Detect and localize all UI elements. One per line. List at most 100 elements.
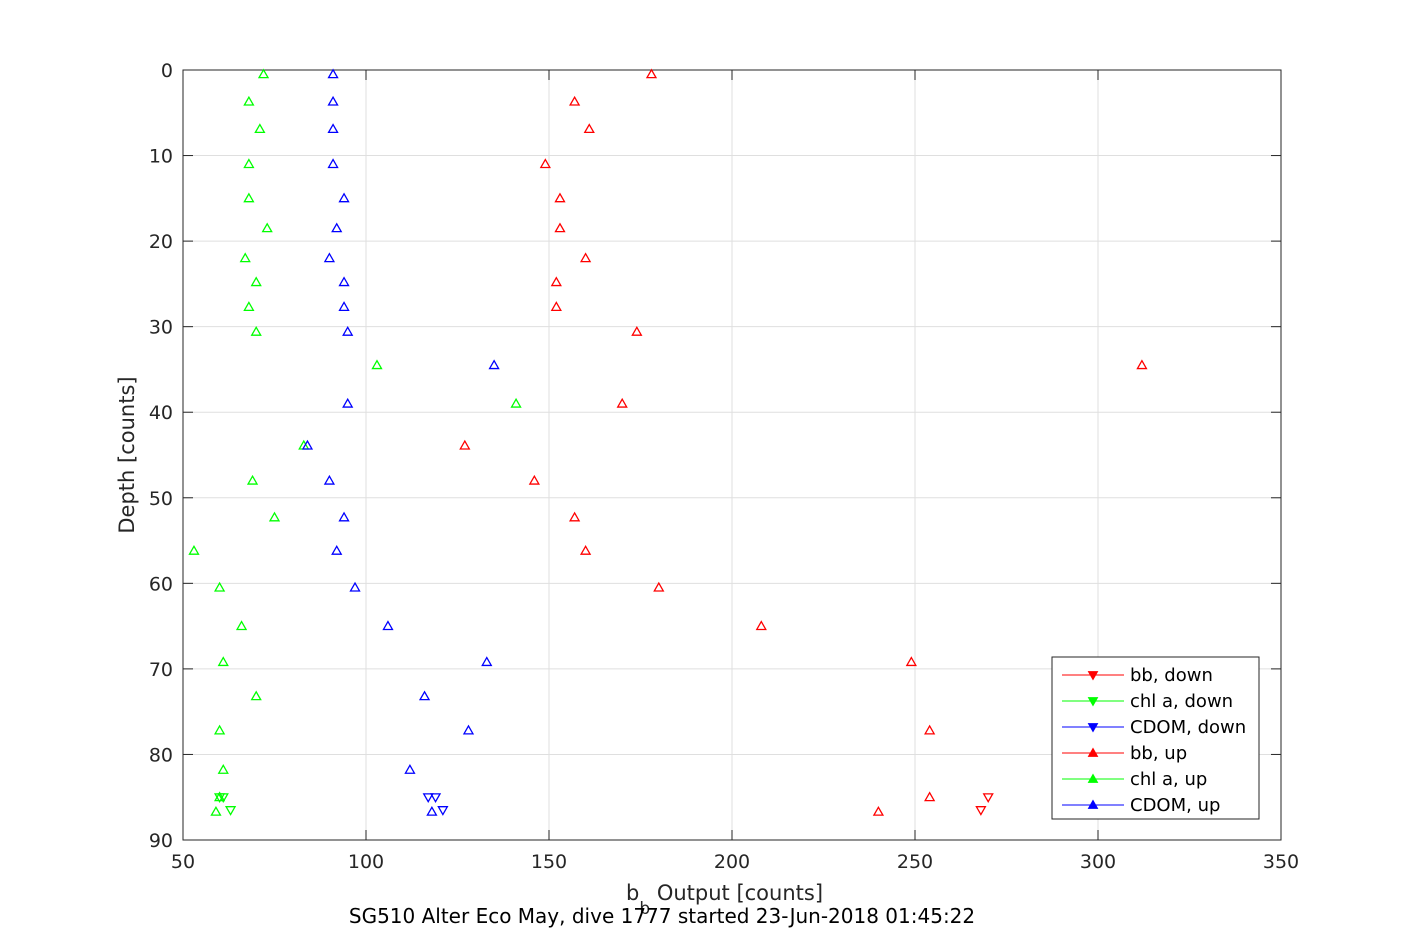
data-point	[257, 68, 270, 79]
data-point	[975, 806, 987, 816]
data-point	[579, 545, 592, 555]
data-point	[327, 68, 339, 79]
data-point	[342, 325, 354, 336]
data-point	[331, 545, 343, 555]
data-point	[188, 545, 200, 555]
data-point	[872, 805, 885, 816]
legend-entry: chl a, down	[1130, 691, 1233, 712]
data-point	[755, 620, 767, 631]
data-markers	[188, 68, 1148, 816]
data-point	[210, 805, 222, 816]
legend-marker	[1087, 747, 1099, 757]
data-point	[224, 806, 237, 816]
data-point	[246, 474, 259, 485]
data-point	[254, 123, 266, 134]
data-point	[382, 620, 394, 631]
data-point	[213, 581, 226, 592]
data-point	[323, 474, 336, 485]
y-tick-label: 70	[149, 659, 173, 681]
data-point	[481, 656, 493, 667]
data-point	[331, 222, 343, 233]
data-point	[653, 581, 665, 592]
data-point	[342, 397, 354, 408]
series-2	[422, 793, 449, 816]
data-point	[371, 359, 383, 370]
series-0	[975, 793, 994, 816]
data-point	[462, 724, 475, 735]
data-point	[243, 301, 255, 312]
legend-entry: chl a, up	[1130, 769, 1207, 790]
axis-ticks: 50 100 150 200 250 300 350 0 10 20 30 40 50 60 70 80 90	[149, 60, 1299, 873]
x-tick-label: 100	[348, 851, 384, 873]
legend-marker	[1087, 723, 1099, 733]
x-axis-label-main: b	[626, 881, 639, 905]
data-point	[213, 791, 226, 802]
data-point	[568, 511, 581, 522]
data-point	[338, 276, 350, 287]
y-tick-label: 20	[149, 231, 173, 253]
y-tick-label: 90	[149, 830, 173, 852]
data-point	[217, 793, 229, 804]
legend-marker	[1087, 671, 1099, 681]
data-point	[349, 581, 361, 592]
y-axis-label: Depth [counts]	[115, 376, 139, 533]
data-point	[243, 158, 255, 169]
legend-marker	[1087, 799, 1099, 809]
data-point	[982, 793, 994, 804]
data-point	[418, 690, 431, 701]
legend-entry: bb, down	[1130, 665, 1213, 686]
legend-entry: CDOM, down	[1130, 717, 1246, 738]
data-point	[554, 192, 566, 203]
data-point	[338, 192, 350, 203]
y-tick-label: 50	[149, 488, 173, 510]
data-point	[250, 690, 262, 701]
data-point	[437, 806, 449, 816]
data-point	[510, 397, 522, 408]
data-point	[459, 439, 471, 450]
data-point	[1136, 359, 1148, 370]
x-tick-label: 350	[1263, 851, 1299, 873]
data-point	[261, 222, 273, 233]
data-point	[616, 397, 628, 408]
data-point	[327, 123, 339, 134]
data-point	[924, 791, 936, 802]
legend-entry: bb, up	[1130, 743, 1187, 764]
data-point	[250, 276, 262, 287]
data-point	[217, 764, 229, 774]
y-tick-label: 60	[149, 573, 173, 595]
series-5	[301, 68, 500, 816]
data-point	[327, 158, 339, 169]
data-point	[429, 793, 442, 804]
legend-marker	[1087, 697, 1099, 707]
legend: bb, down chl a, down CDOM, down bb, up chl a…	[1051, 656, 1260, 820]
chart-caption: SG510 Alter Eco May, dive 1777 started 2…	[349, 904, 975, 928]
data-point	[924, 724, 936, 735]
data-point	[404, 764, 416, 774]
data-point	[645, 68, 658, 79]
y-tick-label: 30	[149, 317, 173, 339]
data-point	[426, 805, 438, 816]
x-tick-label: 300	[1080, 851, 1116, 873]
data-point	[550, 276, 562, 287]
x-axis-label: bb Output [counts]	[626, 881, 823, 919]
data-point	[422, 793, 434, 804]
data-point	[568, 95, 581, 106]
data-point	[243, 95, 255, 106]
data-point	[550, 301, 562, 312]
data-point	[301, 439, 314, 450]
data-point	[579, 252, 592, 263]
data-point	[323, 252, 336, 263]
data-point	[243, 192, 255, 203]
x-tick-label: 150	[531, 851, 567, 873]
x-tick-label: 200	[714, 851, 750, 873]
data-point	[583, 123, 595, 134]
data-point	[338, 511, 350, 522]
x-axis-label-rest: Output [counts]	[650, 881, 823, 905]
data-point	[217, 656, 229, 667]
data-point	[268, 511, 281, 522]
legend-marker	[1087, 773, 1099, 783]
y-tick-label: 80	[149, 744, 173, 766]
legend-box	[1051, 656, 1260, 820]
y-tick-label: 0	[161, 60, 173, 82]
